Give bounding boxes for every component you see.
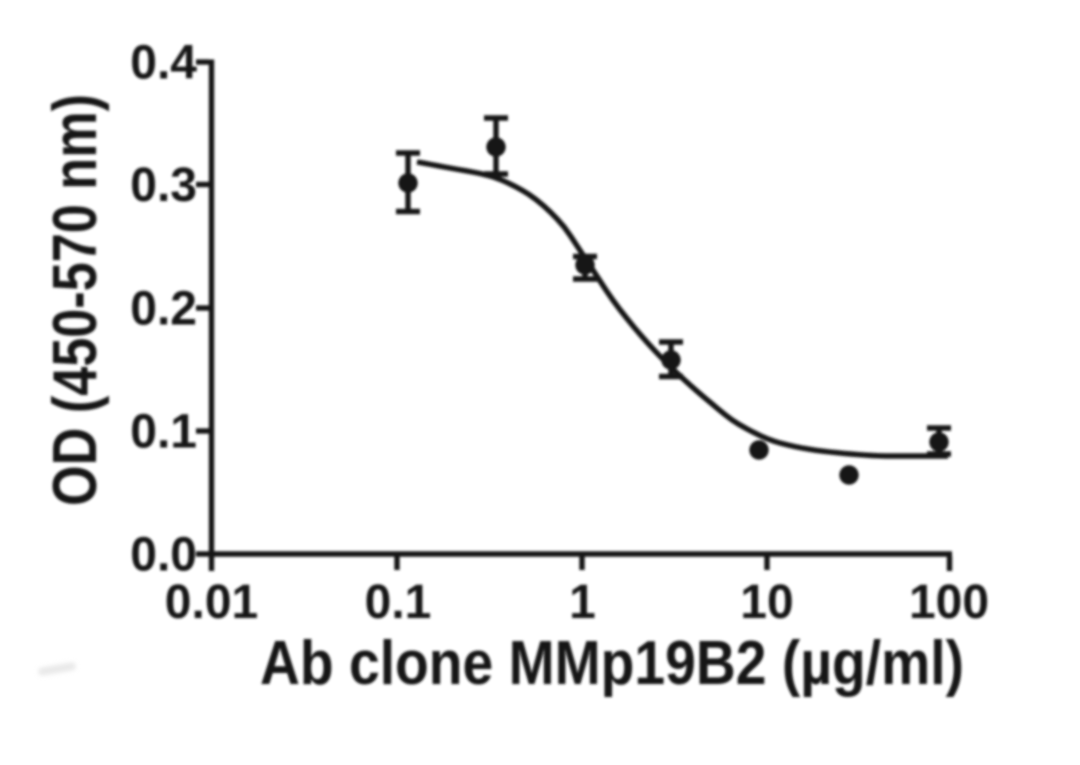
svg-text:0.1: 0.1 [130, 406, 197, 459]
svg-text:Ab clone MMp19B2 (µg/ml): Ab clone MMp19B2 (µg/ml) [260, 629, 964, 698]
svg-text:0.0: 0.0 [130, 529, 197, 582]
svg-text:10: 10 [740, 576, 793, 629]
svg-text:0.2: 0.2 [130, 283, 197, 336]
svg-text:1: 1 [569, 576, 596, 629]
svg-text:0.4: 0.4 [130, 37, 197, 90]
svg-text:0.3: 0.3 [130, 159, 197, 212]
svg-text:OD (450-570 nm): OD (450-570 nm) [41, 94, 110, 506]
svg-text:0.01: 0.01 [165, 576, 258, 629]
svg-text:100: 100 [909, 576, 989, 629]
svg-text:0.1: 0.1 [365, 576, 432, 629]
